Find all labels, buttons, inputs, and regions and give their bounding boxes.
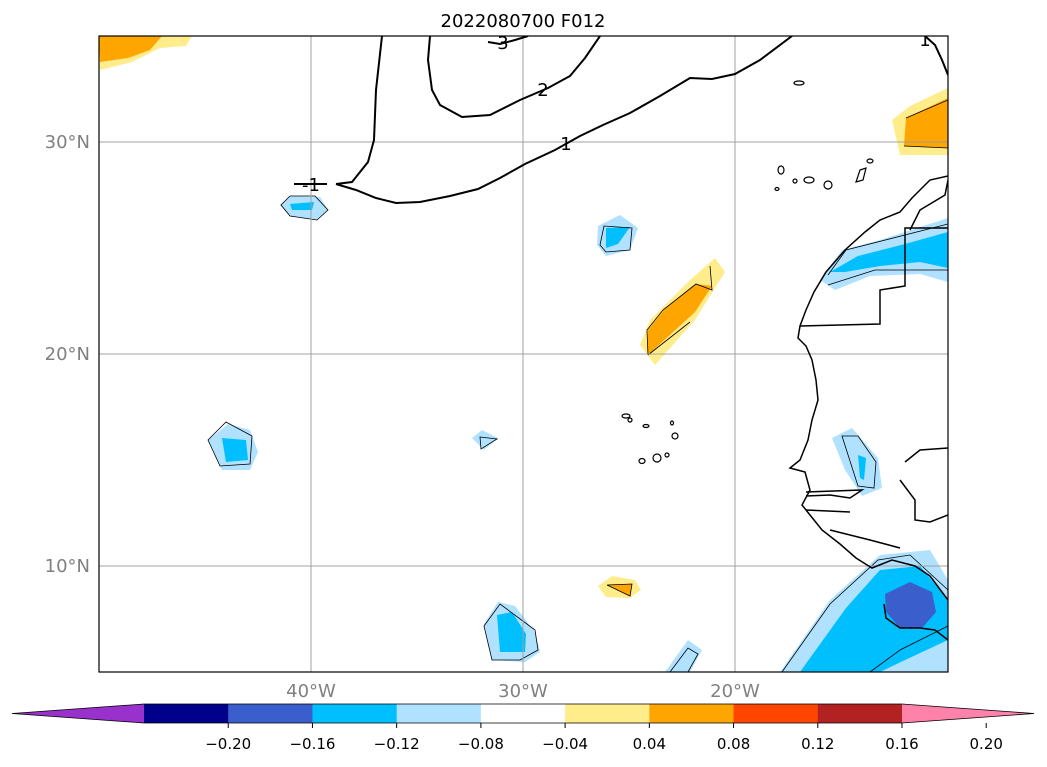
colorbar-tick-label: −0.04 — [542, 735, 588, 753]
colorbar-segment — [649, 704, 735, 723]
negative-anomaly-bottom — [665, 640, 702, 672]
negative-anomaly-sahara — [820, 218, 948, 290]
colorbar-tick-label: −0.08 — [458, 735, 504, 753]
colorbar-tick-label: 0.16 — [885, 735, 918, 753]
colorbar-tick-label: −0.20 — [205, 735, 251, 753]
colorbar-extend-low — [12, 704, 144, 723]
negative-anomaly-31w7n — [483, 602, 540, 662]
map-area: 3 2 1 -1 1 — [99, 30, 948, 672]
positive-anomaly-9n — [598, 576, 641, 598]
colorbar: −0.20 −0.16 −0.12 −0.08 −0.04 0.04 0.08 0.12 0.1… — [11, 703, 1035, 753]
colorbar-segment — [144, 704, 229, 723]
lat-labels: 30°N 20°N 10°N — [45, 132, 90, 577]
colorbar-outline — [11, 703, 1035, 724]
contour-labels: 3 2 1 -1 1 — [302, 30, 931, 196]
contour-label-minus1: -1 — [302, 175, 320, 196]
negative-anomaly-gulf-of-guinea — [780, 550, 948, 672]
colorbar-tick-label: −0.16 — [289, 735, 335, 753]
colorbar-segment — [480, 704, 566, 723]
contour-label-1: 1 — [560, 134, 571, 155]
colorbar-segment — [312, 704, 398, 723]
contour-label-3: 3 — [497, 33, 508, 54]
colorbar-segment — [817, 704, 903, 723]
lat-label-30n: 30°N — [45, 132, 90, 153]
colorbar-tick-label: 0.12 — [801, 735, 834, 753]
colorbar-segment — [733, 704, 819, 723]
lon-labels: 40°W 30°W 20°W — [286, 681, 760, 702]
colorbar-extend-high — [902, 704, 1034, 723]
colorbar-tick-label: 0.20 — [970, 735, 1003, 753]
coastline — [788, 175, 948, 641]
line-contours — [294, 36, 948, 205]
negative-anomaly-32w16n — [472, 430, 499, 450]
islands — [621, 80, 874, 465]
contour-label-2: 2 — [537, 80, 548, 101]
map-frame — [98, 35, 949, 673]
lon-label-20w: 20°W — [710, 681, 760, 702]
negative-anomaly-45w15n — [207, 421, 258, 470]
negative-anomaly-40w27n — [280, 195, 329, 221]
positive-anomaly-topleft — [99, 36, 192, 70]
lon-label-30w: 30°W — [498, 681, 548, 702]
lat-label-20n: 20°N — [45, 344, 90, 365]
lon-label-40w: 40°W — [286, 681, 336, 702]
positive-anomaly-topright — [892, 88, 948, 155]
negative-anomaly-14w15n — [832, 428, 882, 496]
figure-title: 2022080700 F012 — [441, 11, 606, 32]
colorbar-segment — [396, 704, 482, 723]
lat-label-10n: 10°N — [45, 556, 90, 577]
positive-anomaly-center — [640, 258, 725, 365]
contour-label-1-right: 1 — [919, 30, 930, 51]
graticule — [99, 36, 948, 672]
colorbar-tick-label: −0.12 — [374, 735, 420, 753]
colorbar-tick-label: 0.08 — [717, 735, 750, 753]
colorbar-segment — [565, 704, 650, 723]
colorbar-tick-label: 0.04 — [633, 735, 666, 753]
colorbar-segment — [228, 704, 313, 723]
negative-anomaly-26w25n — [597, 215, 638, 256]
